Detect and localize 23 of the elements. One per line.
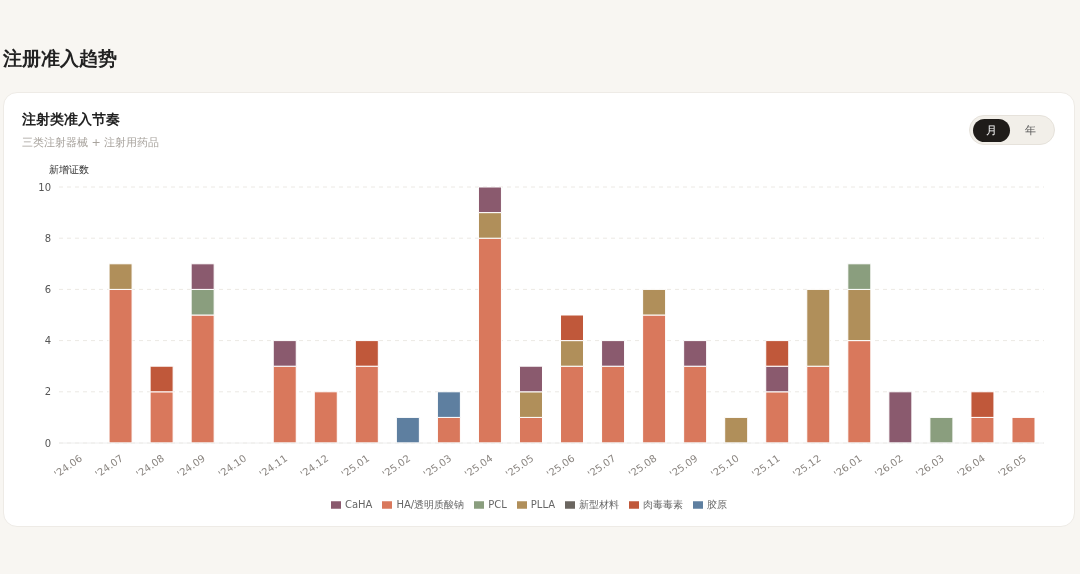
legend-label: 肉毒毒素 (643, 499, 684, 510)
legend-label: HA/透明质酸钠 (396, 499, 465, 510)
legend-label: 胶原 (707, 499, 728, 510)
bar (395, 416, 420, 443)
chart-title: 注册准入趋势 (3, 46, 117, 71)
bar (1011, 416, 1036, 443)
chart-subtitle: 注射类准入节奏 (22, 111, 120, 129)
legend-label: PLLA (530, 499, 556, 510)
y-tick-label: 10 (38, 181, 51, 193)
bar (929, 416, 954, 443)
legend-label: PCL (488, 499, 507, 510)
legend-label: CaHA (344, 499, 373, 510)
toggle-switch: 月 年 (969, 115, 1055, 145)
bar (724, 416, 749, 443)
y-tick-label: 2 (44, 386, 51, 398)
y-tick-label: 8 (44, 232, 51, 244)
bar (888, 391, 913, 443)
legend-label: 新型材料 (579, 499, 620, 510)
y-tick-label: 0 (44, 437, 51, 449)
y-tick-label: 4 (44, 335, 51, 347)
y-tick-label: 6 (44, 283, 51, 295)
bar (313, 391, 338, 443)
y-axis-title: 新增证数 (49, 163, 89, 177)
